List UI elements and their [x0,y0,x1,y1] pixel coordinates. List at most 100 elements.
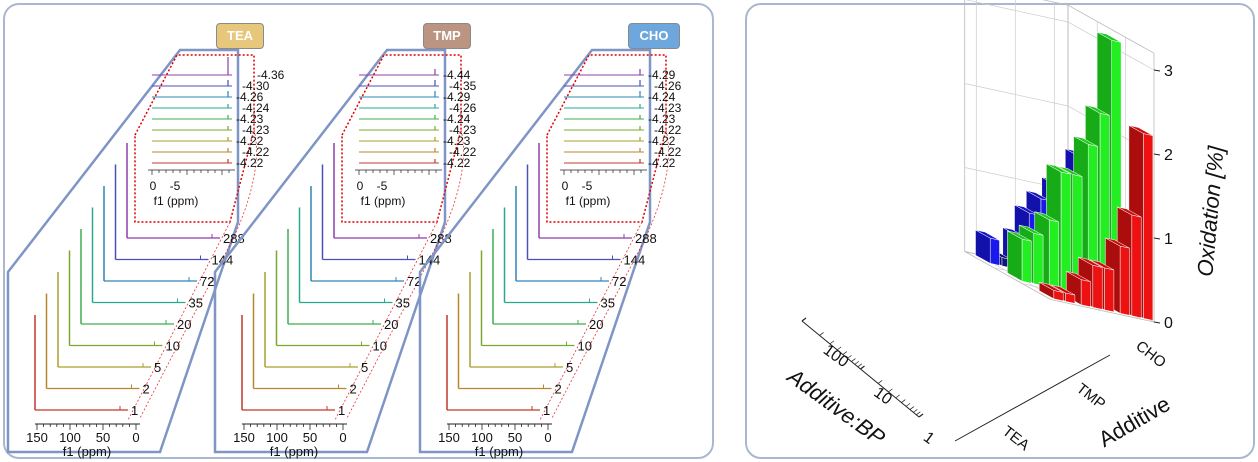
main-x-tick-label: 0 [132,430,139,445]
inset-shift-label: -4.23 [654,101,682,115]
bar3d-plot: 0 1 2 3 Oxidation [%] 100 10 1 Additive:BP TEA TMP… [781,0,1229,454]
bar-front-face [1119,245,1130,316]
inset-shift-label: -4.22 [648,156,676,170]
trace-time-label: 1 [338,403,345,418]
z-tick [1153,69,1161,72]
inset-shift-label: -4.36 [257,68,285,82]
bar-top-face [1057,166,1083,177]
bar-top-face [1014,204,1039,216]
x-axis-line [801,320,920,418]
z-tick [1153,237,1161,240]
y-axis-line [954,354,1111,442]
trace-time-label: 5 [154,360,161,375]
bar-top-face [1085,104,1110,116]
trace-time-label: 72 [407,274,421,289]
inset-x-tick-label: 0 [357,179,364,193]
inset-dashed-outline [134,54,255,223]
inset-x-tick-label: -5 [377,179,388,193]
y-tick-label: CHO [1132,337,1169,371]
main-x-tick-label: 50 [508,430,522,445]
inset-shift-label: -4.26 [654,79,682,93]
trace-time-label: 35 [396,296,410,311]
x-tick [895,394,900,399]
bar-top-face [1034,211,1059,223]
tag-cho: CHO [628,23,680,49]
bar-top-face [975,229,1000,241]
x-tick-label: 10 [870,384,894,408]
bar-front-face [989,237,1000,266]
bar3d-panel-frame [745,3,1255,459]
inset-x-axis-label: f1 (ppm) [154,194,199,208]
bar-top-face [1026,190,1051,202]
bar-front-face [1092,264,1103,310]
bar-top-face [1018,224,1044,236]
x-tick-label: 100 [820,342,852,372]
main-x-tick-label: 50 [303,430,317,445]
z-tick-label: 3 [1164,63,1173,80]
inset-connector-left [334,221,438,421]
trace-time-label: 1 [131,403,138,418]
z-tick-label: 0 [1164,315,1173,332]
inset-x-tick-label: -5 [170,179,181,193]
bar-tmp-1 [1007,230,1032,284]
inset-shift-label: -4.22 [654,145,682,159]
bar-top-face [1117,206,1142,218]
bar-front-face [1080,279,1091,308]
bar-front-face [1143,133,1154,321]
z-tick [1153,321,1161,324]
bar-top-face [1073,135,1098,147]
inset-x-tick-label: 0 [150,179,157,193]
inset-shift-label: -4.24 [242,101,270,115]
z-tick-label: 1 [1164,231,1173,248]
main-x-tick-label: 0 [544,430,551,445]
x-tick [877,380,883,384]
x-tick [913,409,918,413]
trace-time-label: 72 [200,274,214,289]
inset-shift-label: -4.44 [443,68,471,82]
main-x-axis-label: f1 (ppm) [63,444,111,459]
inset-x-tick-label: 0 [562,179,569,193]
inset-connector-right [346,129,464,419]
z-tick [1153,153,1161,156]
inset-x-axis-label: f1 (ppm) [361,194,406,208]
trace-time-label: 288 [635,231,657,246]
inset-shift-label: -4.29 [443,90,471,104]
x-tick [819,332,824,336]
trace-time-label: 5 [566,360,573,375]
inset-shift-label: -4.22 [443,156,471,170]
trace-time-label: 1 [543,403,550,418]
inset-shift-label: -4.29 [648,68,676,82]
x-tick [916,411,921,416]
trace-time-label: 10 [373,339,387,354]
tag-tmp: TMP [423,23,471,49]
inset-shift-label: -4.24 [443,112,471,126]
inset-shift-label: -4.22 [242,145,270,159]
main-x-tick-label: 150 [26,430,48,445]
bar-top-face [1096,31,1122,43]
trace-time-label: 10 [166,339,180,354]
trace-time-label: 20 [177,317,191,332]
bar-front-face [1104,267,1115,313]
x-tick [837,346,842,351]
main-x-tick-label: 0 [339,430,346,445]
inset-connector-right [551,129,669,419]
x-tick [842,351,848,355]
x-tick [857,363,863,368]
main-x-tick-label: 150 [438,430,460,445]
inset-shift-label: -4.23 [449,123,477,137]
x-tick-label: 1 [920,429,937,448]
x-axis-label: Additive:BP [781,362,890,450]
x-tick [829,340,835,345]
tag-tea: TEA [216,23,264,49]
bar-top-face [1128,125,1154,136]
bar-side-face [1007,230,1023,282]
inset-shift-label: -4.35 [449,79,477,93]
main-x-tick-label: 100 [266,430,288,445]
inset-connector-right [139,129,257,419]
bar-tea-5 [1066,270,1091,308]
bar-front-face [1131,214,1142,319]
